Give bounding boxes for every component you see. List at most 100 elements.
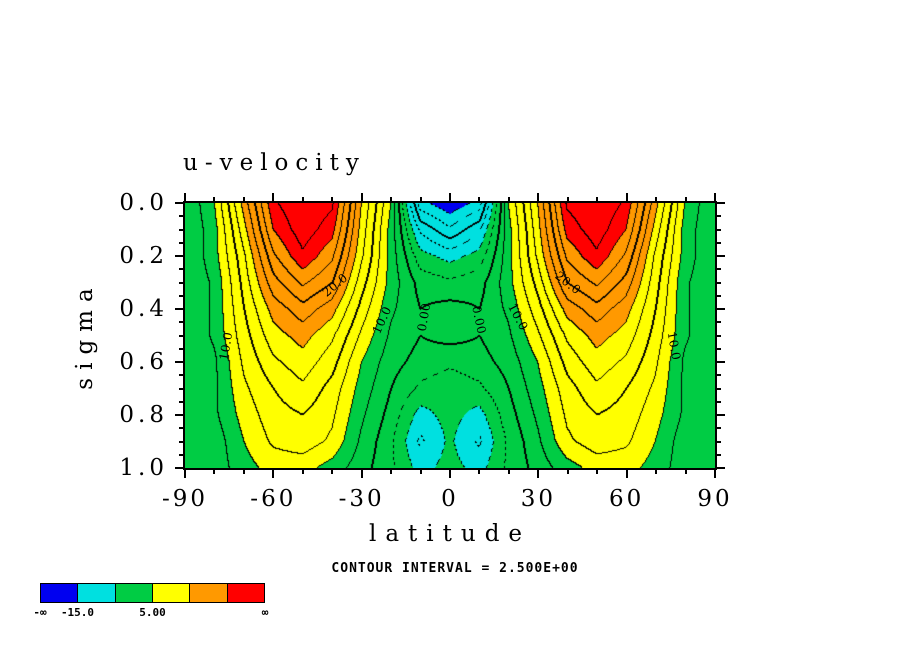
contour-plot-canvas [185,203,715,468]
y-axis-title: sigma [72,280,98,390]
axis-tick [331,197,334,201]
axis-tick [175,202,183,204]
axis-tick [537,470,540,478]
axis-tick [717,268,721,271]
x-axis-tick-labels: -90 -60 -30 0 30 60 90 [162,486,730,516]
axis-tick [684,197,687,201]
y-tick-label: 0.8 [119,402,168,428]
axis-tick [301,197,304,201]
axis-tick [272,470,275,478]
y-tick-label: 0.6 [119,349,168,375]
axis-tick [419,470,422,474]
axis-tick [717,215,721,218]
axis-tick [242,470,245,474]
axis-tick [184,193,186,201]
axis-tick [566,470,569,474]
axis-tick [360,470,363,478]
axis-tick [360,193,363,201]
chart-title: u-velocity [183,150,366,176]
axis-tick [419,197,422,201]
axis-tick [179,440,183,443]
x-axis-title: latitude [368,521,532,547]
axis-tick [717,255,725,257]
axis-tick [717,361,725,363]
axis-tick [566,197,569,201]
axis-tick [478,470,481,474]
axis-tick [175,361,183,363]
axis-tick [717,400,721,403]
axis-tick [717,414,725,416]
colorbar-segment [189,583,228,603]
axis-tick [175,414,183,416]
axis-tick [175,308,183,310]
y-tick-label: 0.2 [119,243,168,269]
axis-tick [179,321,183,324]
axis-tick [175,255,183,257]
axis-tick [213,197,216,201]
plot-area: 10.0 20.0 10.0 0.00 0.00 10.0 20.0 10.0 [175,193,725,478]
axis-tick [179,228,183,231]
y-tick-label: 0.0 [119,190,168,216]
axis-tick [717,241,721,244]
axis-tick [179,400,183,403]
axis-tick [717,281,721,284]
axis-tick [625,193,628,201]
colorbar-segment [226,583,265,603]
axis-tick [717,453,721,456]
y-tick-label: 0.4 [119,296,168,322]
axis-tick [537,193,540,201]
colorbar-segment [151,583,191,603]
x-tick-label: -30 [338,486,385,512]
axis-tick [331,470,334,474]
axis-tick [717,427,721,430]
x-tick-label: 0 [441,486,459,512]
axis-tick [655,470,658,474]
axis-tick [717,467,725,469]
axis-tick [272,193,275,201]
axis-tick [717,308,725,310]
axis-tick [714,470,716,478]
axis-tick [596,197,599,201]
colorbar-segment [77,583,116,603]
y-tick-label: 1.0 [119,455,168,481]
axis-tick [179,241,183,244]
colorbar-label: ∞ [261,606,269,619]
axis-tick [717,228,721,231]
x-tick-label: -90 [161,486,209,512]
axis-tick [179,268,183,271]
axis-tick [596,470,599,474]
axis-tick [449,470,451,478]
axis-tick [184,470,186,478]
axis-tick [179,334,183,337]
y-axis-tick-labels: 0.0 0.2 0.4 0.6 0.8 1.0 [96,190,168,481]
axis-tick [507,197,510,201]
axis-tick [717,440,721,443]
axis-tick [717,321,721,324]
axis-tick [179,427,183,430]
colorbar-label: -∞ [33,606,47,619]
axis-tick [213,470,216,474]
axis-tick [717,294,721,297]
axis-tick [717,347,721,350]
axis-tick [717,202,725,204]
axis-tick [684,470,687,474]
axis-tick [242,197,245,201]
axis-tick [714,193,716,201]
axis-tick [390,470,393,474]
axis-tick [179,294,183,297]
colorbar-label: -15.0 [60,606,95,619]
axis-tick [717,334,721,337]
axis-tick [717,387,721,390]
axis-tick [179,347,183,350]
axis-tick [179,281,183,284]
colorbar-segment [114,583,153,603]
axis-tick [179,453,183,456]
axis-tick [179,387,183,390]
x-tick-label: 60 [609,486,645,512]
axis-tick [449,193,451,201]
axis-tick [655,197,658,201]
x-tick-label: -60 [250,486,297,512]
x-tick-label: 30 [520,486,556,512]
colorbar-label: 5.00 [139,606,166,619]
